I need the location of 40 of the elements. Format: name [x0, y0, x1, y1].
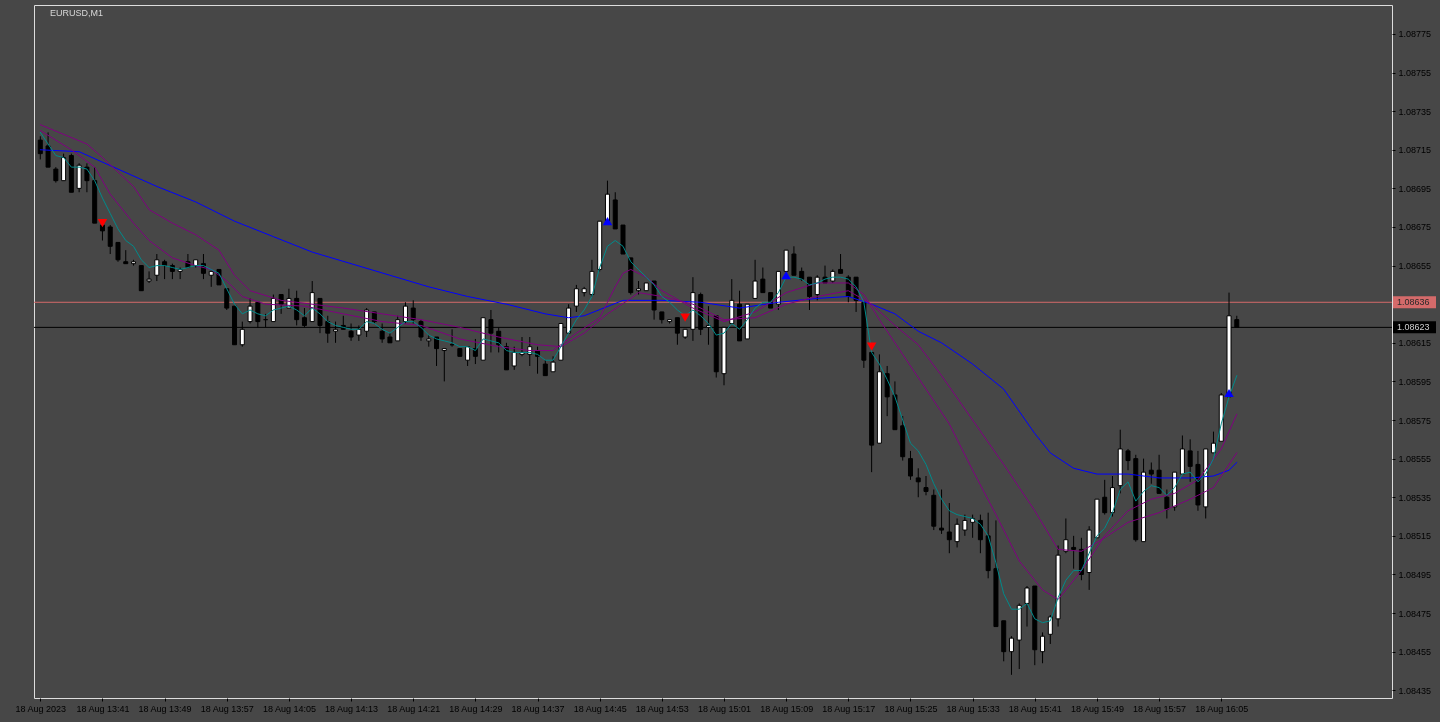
y-tick-label: 1.08615: [1398, 338, 1432, 349]
x-tick-label: 18 Aug 2023: [15, 703, 67, 714]
y-tick-label: 1.08775: [1398, 29, 1432, 40]
x-tick-label: 18 Aug 15:49: [1070, 703, 1124, 714]
x-tick-label: 18 Aug 14:37: [511, 703, 565, 714]
y-tick-label: 1.08435: [1398, 685, 1432, 696]
y-tick-label: 1.08675: [1398, 222, 1432, 233]
y-tick-label: 1.08555: [1398, 454, 1432, 465]
x-tick-label: 18 Aug 14:29: [449, 703, 503, 714]
x-tick-label: 18 Aug 15:25: [884, 703, 938, 714]
chart-title: EURUSD,M1: [50, 8, 104, 18]
y-tick-label: 1.08735: [1398, 106, 1432, 117]
x-tick-label: 18 Aug 15:01: [697, 703, 752, 714]
x-tick-label: 18 Aug 13:49: [138, 703, 192, 714]
y-tick-label: 1.08755: [1398, 68, 1432, 79]
x-tick-label: 18 Aug 13:57: [200, 703, 254, 714]
y-tick-label: 1.08535: [1398, 492, 1432, 503]
x-tick-label: 18 Aug 15:17: [822, 703, 876, 714]
y-tick-label: 1.08695: [1398, 183, 1432, 194]
y-tick-label: 1.08515: [1398, 531, 1432, 542]
x-tick-label: 18 Aug 15:41: [1008, 703, 1062, 714]
x-tick-label: 18 Aug 16:05: [1195, 703, 1249, 714]
x-tick-label: 18 Aug 15:57: [1133, 703, 1187, 714]
y-tick-label: 1.08475: [1398, 608, 1432, 619]
x-tick-label: 18 Aug 14:13: [325, 703, 379, 714]
ref-line-label: 1.08636: [1397, 297, 1430, 308]
x-tick-label: 18 Aug 15:09: [760, 703, 814, 714]
y-tick-label: 1.08495: [1398, 569, 1432, 580]
x-tick-label: 18 Aug 14:45: [573, 703, 627, 714]
x-tick-label: 18 Aug 14:21: [387, 703, 441, 714]
x-tick-label: 18 Aug 14:53: [635, 703, 689, 714]
ref-line-label: 1.08623: [1397, 322, 1430, 333]
y-tick-label: 1.08715: [1398, 145, 1432, 156]
y-tick-label: 1.08655: [1398, 261, 1432, 272]
x-tick-label: 18 Aug 14:05: [262, 703, 316, 714]
y-tick-label: 1.08595: [1398, 376, 1432, 387]
y-tick-label: 1.08575: [1398, 415, 1432, 426]
x-tick-label: 18 Aug 15:33: [946, 703, 1000, 714]
x-tick-label: 18 Aug 13:41: [76, 703, 130, 714]
y-tick-label: 1.08455: [1398, 647, 1432, 658]
